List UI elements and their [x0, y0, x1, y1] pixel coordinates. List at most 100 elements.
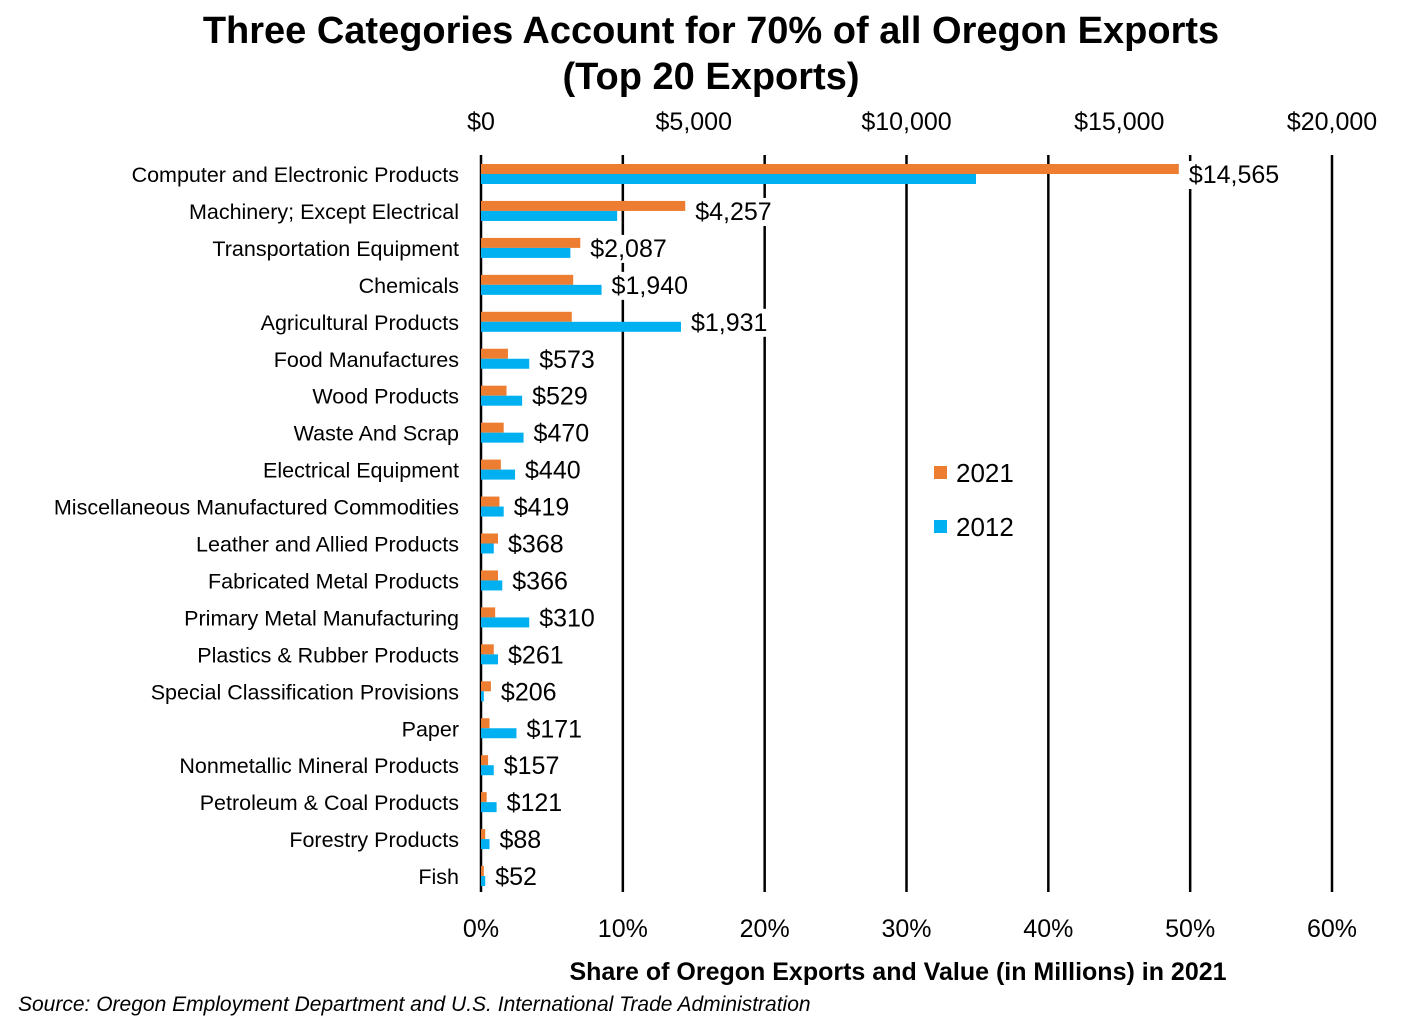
data-label: $121: [507, 789, 563, 817]
bar-2021: [481, 237, 581, 248]
bar-2021: [481, 644, 494, 655]
bar-2021: [481, 459, 501, 470]
bar-2012: [481, 543, 494, 554]
x-tick-label-bottom: 10%: [598, 915, 648, 943]
data-label-background: [531, 419, 592, 448]
x-tick-label-bottom: 60%: [1307, 915, 1357, 943]
bar-2021: [481, 348, 508, 359]
data-label: $206: [501, 678, 557, 706]
data-label: $1,940: [612, 272, 688, 300]
bar-2021: [481, 866, 484, 877]
legend-label-2021: 2021: [956, 458, 1014, 488]
legend-swatch-2012: [934, 520, 947, 533]
bar-2012: [481, 321, 681, 332]
category-label: Fish: [418, 865, 459, 889]
bar-2021: [481, 274, 574, 285]
category-label: Waste And Scrap: [294, 422, 459, 446]
x-tick-label-bottom: 40%: [1023, 915, 1073, 943]
bar-2012: [481, 395, 523, 406]
data-label-background: [506, 530, 566, 559]
x-tick-label-top: $20,000: [1287, 108, 1377, 136]
data-label: $529: [532, 383, 588, 411]
legend-label-2012: 2012: [956, 512, 1014, 542]
data-label: $2,087: [590, 235, 666, 263]
data-label: $14,565: [1189, 161, 1279, 189]
bar-2012: [481, 580, 503, 591]
x-tick-label-top: $15,000: [1074, 108, 1164, 136]
category-label: Wood Products: [312, 385, 459, 409]
bar-2021: [481, 755, 489, 766]
bar-2021: [481, 496, 500, 507]
x-tick-label-top: $0: [467, 108, 495, 136]
category-label: Chemicals: [359, 274, 459, 298]
data-label: $310: [539, 604, 595, 632]
data-label: $573: [539, 346, 595, 374]
category-label: Petroleum & Coal Products: [200, 791, 459, 815]
bar-2012: [481, 654, 499, 665]
x-tick-label-top: $5,000: [656, 108, 732, 136]
x-tick-label-bottom: 50%: [1165, 915, 1215, 943]
bar-2021: [481, 829, 486, 840]
data-label-background: [524, 715, 585, 744]
data-label-background: [537, 604, 597, 633]
data-label-background: [510, 567, 570, 596]
chart-title-line-2: (Top 20 Exports): [562, 56, 860, 98]
bar-2021: [481, 681, 491, 692]
bar-2012: [481, 432, 524, 443]
bar-2012: [481, 691, 484, 702]
bar-2012: [481, 506, 504, 517]
data-label-background: [523, 456, 583, 485]
data-label: $1,931: [691, 309, 767, 337]
data-label: $171: [526, 715, 582, 743]
bar-2012: [481, 839, 490, 850]
bar-2021: [481, 200, 686, 211]
category-label: Forestry Products: [289, 828, 459, 852]
data-label-background: [497, 826, 544, 855]
x-tick-label-bottom: 20%: [740, 915, 790, 943]
category-label: Fabricated Metal Products: [208, 569, 459, 593]
data-label: $440: [525, 457, 581, 485]
category-label: Nonmetallic Mineral Products: [179, 754, 459, 778]
bar-2012: [481, 174, 976, 184]
data-label: $261: [508, 641, 564, 669]
data-label-background: [506, 641, 566, 670]
data-label-background: [609, 271, 691, 300]
data-label-background: [1186, 161, 1282, 189]
data-label-background: [493, 863, 539, 892]
data-label: $52: [495, 863, 537, 891]
bar-2021: [481, 570, 499, 581]
data-label: $419: [514, 494, 570, 522]
category-label: Plastics & Rubber Products: [197, 643, 459, 667]
data-label-background: [501, 752, 562, 781]
source-note: Source: Oregon Employment Department and…: [18, 993, 811, 1016]
category-label: Machinery; Except Electrical: [189, 200, 459, 224]
data-label-background: [537, 345, 597, 374]
data-label: $4,257: [695, 198, 771, 226]
bar-2021: [481, 533, 499, 544]
category-label: Leather and Allied Products: [196, 533, 459, 557]
bar-2012: [481, 284, 602, 295]
bar-2012: [481, 247, 571, 258]
bar-2012: [481, 876, 486, 887]
bar-2012: [481, 728, 517, 739]
data-label: $368: [508, 531, 564, 559]
bar-2021: [481, 164, 1179, 174]
bar-2021: [481, 311, 572, 322]
category-label: Special Classification Provisions: [151, 680, 459, 704]
data-label-background: [588, 234, 669, 263]
bar-2012: [481, 358, 530, 369]
chart-title-line-1: Three Categories Account for 70% of all …: [202, 10, 1220, 52]
data-label-background: [504, 789, 565, 818]
bar-2012: [481, 210, 618, 221]
x-axis-title: Share of Oregon Exports and Value (in Mi…: [569, 958, 1226, 986]
bar-2021: [481, 385, 507, 396]
bar-2021: [481, 607, 496, 618]
bar-2021: [481, 718, 490, 729]
category-label: Computer and Electronic Products: [132, 163, 459, 187]
category-label: Food Manufactures: [274, 348, 459, 372]
bar-2021: [481, 792, 487, 803]
data-label: $88: [500, 826, 542, 854]
category-label: Paper: [402, 717, 459, 741]
data-label: $157: [504, 752, 560, 780]
category-label: Miscellaneous Manufactured Commodities: [54, 496, 459, 520]
